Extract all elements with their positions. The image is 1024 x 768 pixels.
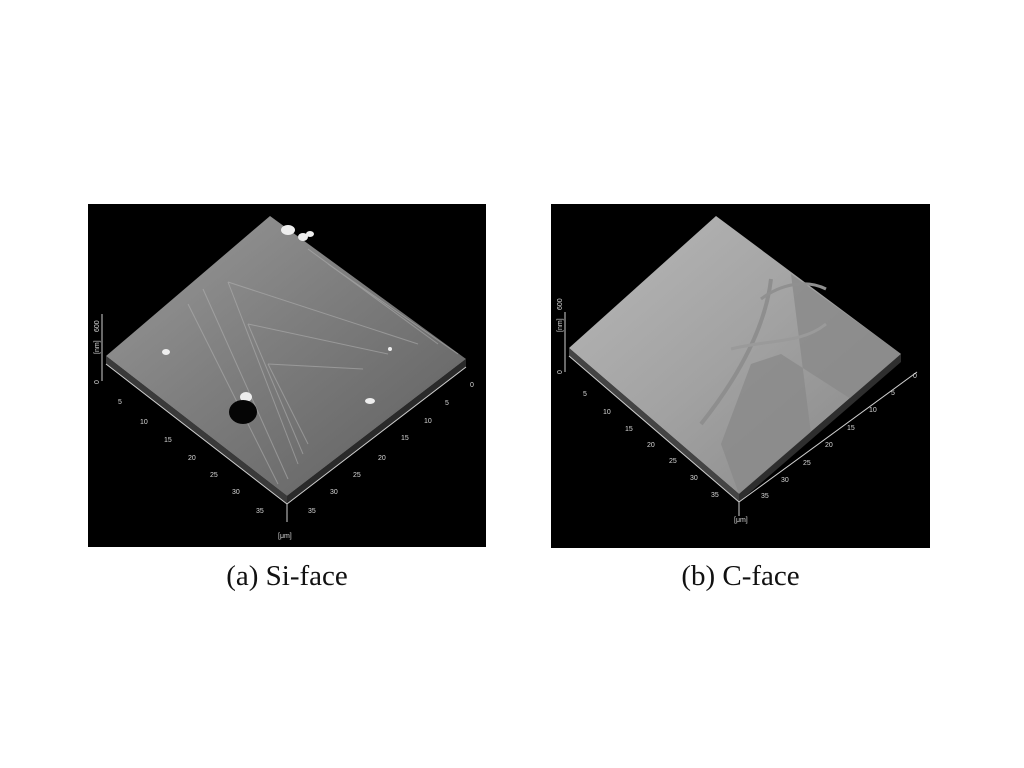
y-axis-tick: 25 <box>803 460 811 467</box>
surface-step-arc <box>730 322 827 351</box>
surface-top <box>569 216 901 494</box>
y-axis-tick: 35 <box>308 508 316 515</box>
x-axis-tick: 35 <box>711 492 719 499</box>
y-axis-tick: 10 <box>424 418 432 425</box>
x-axis-tick: 10 <box>140 419 148 426</box>
step-lines <box>187 248 459 485</box>
x-axis-tick: 5 <box>118 399 122 406</box>
x-axis-tick: 25 <box>669 458 677 465</box>
x-axis-tick: 35 <box>256 508 264 515</box>
x-axis-tick: 20 <box>647 442 655 449</box>
caption-si-face: (a) Si-face <box>226 560 348 592</box>
axis-frame <box>564 312 918 516</box>
y-axis-tick: 10 <box>869 407 877 414</box>
x-axis-tick: 25 <box>210 472 218 479</box>
y-axis-tick: 20 <box>825 442 833 449</box>
afm-surface-c: [nm] 600 0 5 10 15 20 25 30 35 0 5 10 15… <box>557 216 918 524</box>
x-axis-tick: 10 <box>603 409 611 416</box>
x-axis-tick: 5 <box>583 391 587 398</box>
y-axis-tick: 15 <box>847 425 855 432</box>
z-axis-unit: [nm] <box>557 318 564 332</box>
y-axis-tick: 5 <box>445 400 449 407</box>
y-axis-tick: 15 <box>401 435 409 442</box>
afm-image-c-face: [nm] 600 0 5 10 15 20 25 30 35 0 5 10 15… <box>551 204 930 548</box>
y-axis-tick: 25 <box>353 472 361 479</box>
caption-c-face: (b) C-face <box>681 560 800 592</box>
afm-image-si-face: [nm] 600 0 5 10 15 20 25 30 35 0 5 10 15… <box>88 204 486 547</box>
surface-pit <box>229 400 257 424</box>
y-axis-tick: 0 <box>470 382 474 389</box>
z-axis-unit: [nm] <box>94 340 101 354</box>
x-axis-tick: 15 <box>625 426 633 433</box>
surface-step-region <box>721 274 901 494</box>
axis-frame <box>101 314 467 522</box>
y-axis-tick: 5 <box>891 390 895 397</box>
y-axis-tick: 35 <box>761 493 769 500</box>
z-axis-tick-max: 600 <box>94 320 101 332</box>
xy-axis-unit: [μm] <box>734 517 748 524</box>
x-axis-tick: 30 <box>690 475 698 482</box>
surface-top <box>106 216 466 496</box>
y-axis-tick: 0 <box>913 373 917 380</box>
y-axis-tick: 30 <box>781 477 789 484</box>
surface-particles <box>162 225 392 404</box>
surface-side-left <box>106 356 287 504</box>
surface-side-left <box>569 348 739 502</box>
y-axis-tick: 20 <box>378 455 386 462</box>
y-axis-tick: 30 <box>330 489 338 496</box>
z-axis-tick-max: 600 <box>557 298 564 310</box>
z-axis-tick-zero: 0 <box>94 380 101 384</box>
z-axis-tick-zero: 0 <box>557 370 564 374</box>
x-axis-tick: 15 <box>164 437 172 444</box>
x-axis-tick: 20 <box>188 455 196 462</box>
x-axis-tick: 30 <box>232 489 240 496</box>
surface-step-arc <box>760 282 827 301</box>
surface-side-right <box>287 359 466 504</box>
afm-surface-si: [nm] 600 0 5 10 15 20 25 30 35 0 5 10 15… <box>94 216 474 540</box>
xy-axis-unit: [μm] <box>278 533 292 540</box>
surface-side-right <box>739 354 901 502</box>
